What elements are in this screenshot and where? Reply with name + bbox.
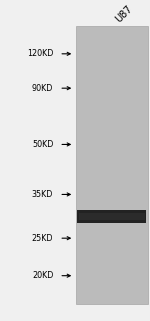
Text: 90KD: 90KD [32,84,53,93]
Bar [77,210,146,223]
Text: 50KD: 50KD [32,140,53,149]
Bar [76,26,148,304]
Bar [79,213,145,220]
Text: 35KD: 35KD [32,190,53,199]
Text: 120KD: 120KD [27,49,53,58]
Text: 25KD: 25KD [32,234,53,243]
Text: U87: U87 [113,3,134,24]
Text: 20KD: 20KD [32,271,53,280]
